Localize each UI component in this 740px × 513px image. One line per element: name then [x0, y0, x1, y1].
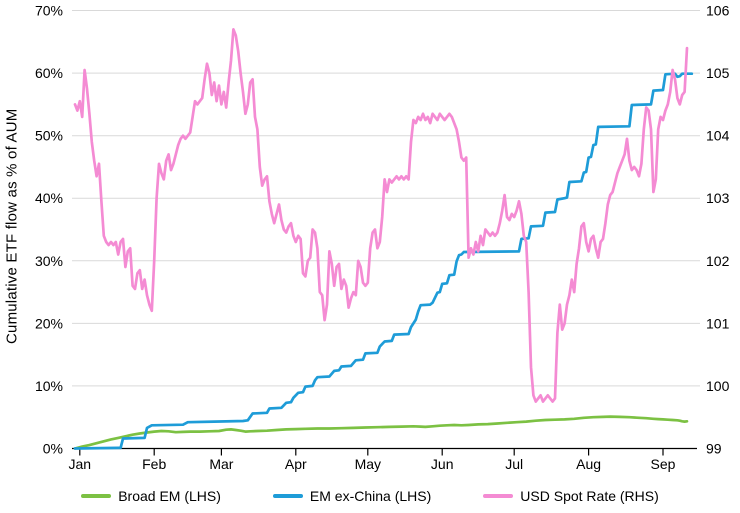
x-axis-month-label: Mar	[209, 456, 233, 472]
line-chart-plot: 0% 10% 20% 30% 40% 50% 60% 70% 99 100 101 102 103 104…	[35, 3, 730, 473]
left-axis-tick-label: 10%	[35, 378, 63, 394]
x-axis-month-label: Aug	[576, 456, 601, 472]
x-axis-month-label: Jan	[69, 456, 92, 472]
series-line-usd-spot-rate-rhs	[73, 27, 689, 403]
left-axis-tick-label: 40%	[35, 190, 63, 206]
legend-swatch-line	[483, 494, 514, 498]
legend-swatch-line	[81, 494, 112, 498]
right-axis-tick-label: 102	[706, 253, 730, 269]
right-axis-tick-label: 106	[706, 3, 730, 19]
right-axis-tick-label: 105	[706, 65, 730, 81]
series-line-broad-em-lhs	[73, 415, 689, 450]
legend-swatch-line	[272, 494, 303, 498]
right-axis-tick-label: 104	[706, 128, 730, 144]
right-axis-tick-label: 100	[706, 378, 730, 394]
legend-label: USD Spot Rate (RHS)	[520, 488, 659, 504]
left-axis-tick-label: 0%	[43, 441, 63, 457]
series-line-em-ex-china-lhs	[73, 72, 694, 450]
chart-svg: 0% 10% 20% 30% 40% 50% 60% 70% 99 100 101 102 103 104…	[35, 3, 730, 473]
x-axis-month-label: Sep	[651, 456, 676, 472]
x-axis-month-label: Apr	[285, 456, 307, 472]
legend-label: Broad EM (LHS)	[118, 488, 221, 504]
x-axis-month-label: Feb	[142, 456, 166, 472]
left-axis-tick-label: 60%	[35, 65, 63, 81]
right-axis-tick-label: 103	[706, 190, 730, 206]
x-axis-month-label: Jul	[505, 456, 523, 472]
legend-label: EM ex-China (LHS)	[309, 488, 432, 504]
left-axis-tick-label: 50%	[35, 128, 63, 144]
legend-item-usd-spot-rate-rhs: USD Spot Rate (RHS)	[483, 488, 659, 504]
right-axis-tick-label: 99	[706, 441, 722, 457]
left-axis-tick-label: 70%	[35, 3, 63, 19]
right-axis-tick-label: 101	[706, 315, 730, 331]
left-axis-tick-label: 30%	[35, 253, 63, 269]
x-axis-month-label: Jun	[431, 456, 454, 472]
legend-item-broad-em-lhs: Broad EM (LHS)	[81, 488, 221, 504]
left-axis-tick-label: 20%	[35, 315, 63, 331]
legend-item-em-ex-china-lhs: EM ex-China (LHS)	[272, 488, 432, 504]
x-axis-month-label: May	[355, 456, 381, 472]
chart-legend: Broad EM (LHS) EM ex-China (LHS) USD Spot …	[0, 485, 740, 507]
